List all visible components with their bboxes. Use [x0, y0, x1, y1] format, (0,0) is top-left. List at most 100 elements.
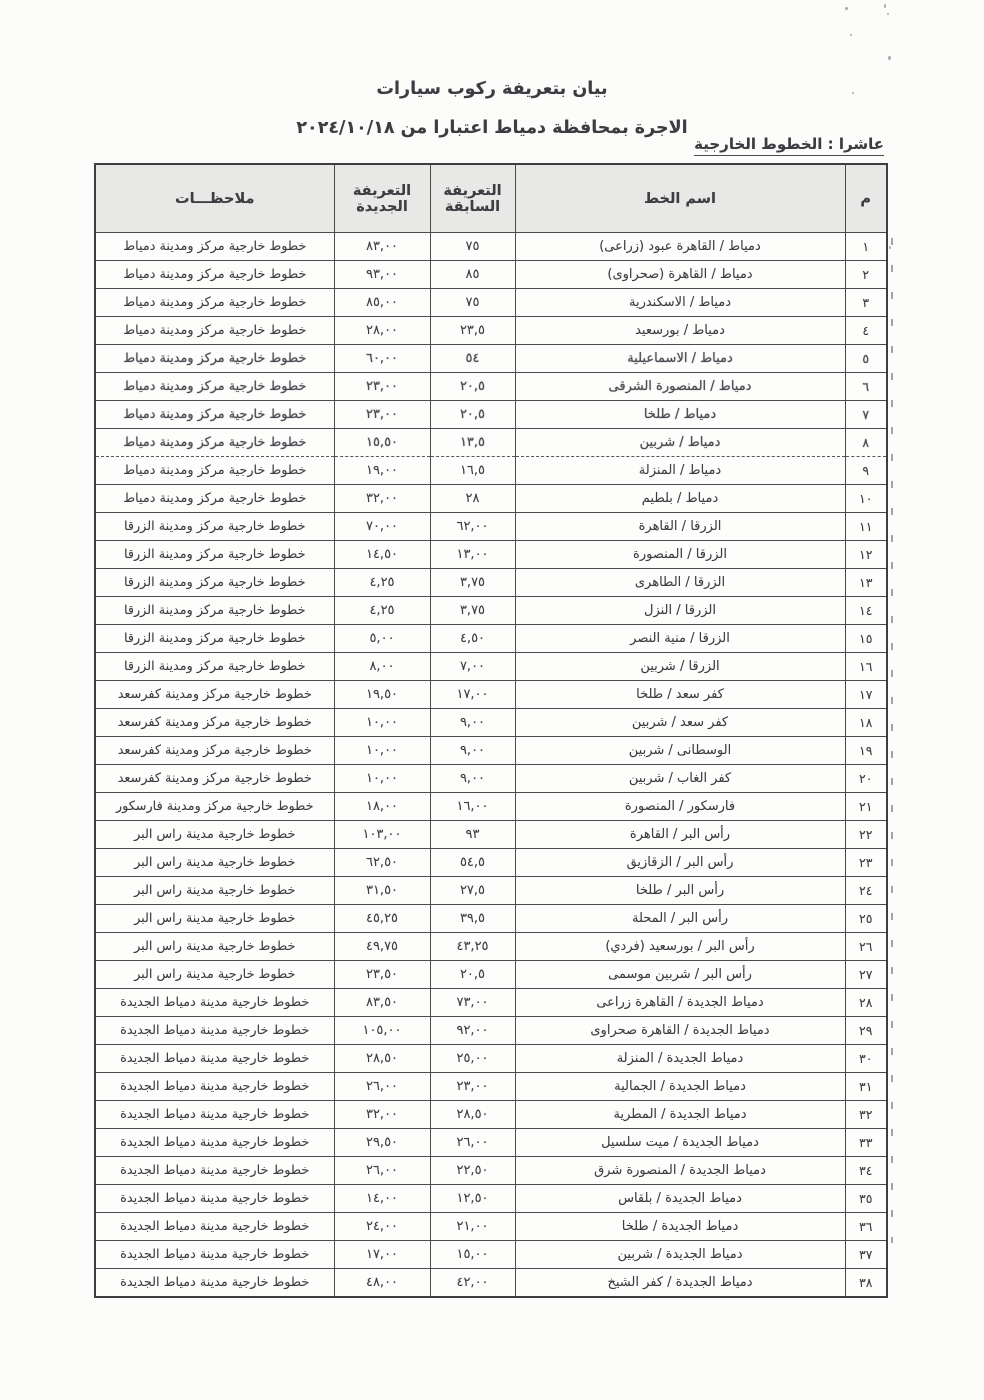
cell-new-tariff: ٩٣,٠٠	[333, 260, 431, 289]
cell-notes: خطوط خارجية مدينة دمياط الجديدة	[94, 1016, 335, 1045]
cell-notes: خطوط خارجية مركز ومدينة كفرسعد	[94, 708, 335, 737]
cell-notes: خطوط خارجية مركز ومدينة الزرقا	[94, 596, 335, 625]
cell-notes: خطوط خارجية مدينة دمياط الجديدة	[94, 1240, 335, 1269]
cell-row-number: ١٦	[844, 652, 888, 681]
cell-row-number: ٦	[844, 372, 888, 401]
cell-line-name: دمياط / القاهرة (صحراوى)	[514, 260, 846, 289]
cell-line-name: الوسطانى / شربين	[514, 736, 846, 765]
cell-line-name: رأس البر / المحلة	[514, 904, 846, 933]
cell-row-number: ٧	[844, 400, 888, 429]
cell-row-number: ١٤	[844, 596, 888, 625]
cell-line-name: دمياط الجديدة / القاهرة صحراوى	[514, 1016, 846, 1045]
cell-line-name: رأس البر / الزقازيق	[514, 848, 846, 877]
table-row: ١١ الزرقا / القاهرة ٦٢,٠٠ ٧٠,٠٠ خطوط خار…	[94, 512, 888, 541]
cell-row-number: ٢٧	[844, 960, 888, 989]
cell-new-tariff: ٨٥,٠٠	[333, 288, 431, 317]
scan-speck	[845, 7, 848, 10]
cell-row-number: ٣	[844, 288, 888, 317]
table-row: ٣٦ دمياط الجديدة / طلخا ٢١,٠٠ ٢٤,٠٠ خطوط…	[94, 1212, 888, 1241]
cell-new-tariff: ٨٣,٥٠	[333, 988, 431, 1017]
cell-new-tariff: ٧٠,٠٠	[333, 512, 431, 541]
cell-row-number: ٢٢	[844, 820, 888, 849]
cell-previous-tariff: ٢٣,٥	[429, 316, 516, 345]
cell-notes: خطوط خارجية مركز ومدينة الزرقا	[94, 512, 335, 541]
cell-previous-tariff: ٧,٠٠	[429, 652, 516, 681]
cell-line-name: دمياط الجديدة / طلخا	[514, 1212, 846, 1241]
cell-notes: خطوط خارجية مركز ومدينة دمياط	[94, 316, 335, 345]
cell-notes: خطوط خارجية مدينة راس البر	[94, 876, 335, 905]
table-row: ٢٠ كفر الغاب / شربين ٩,٠٠ ١٠,٠٠ خطوط خار…	[94, 764, 888, 793]
table-row: ١٢ الزرقا / المنصورة ١٣,٠٠ ١٤,٥٠ خطوط خا…	[94, 540, 888, 569]
cell-previous-tariff: ٤,٥٠	[429, 624, 516, 653]
cell-notes: خطوط خارجية مركز ومدينة دمياط	[94, 232, 335, 261]
scan-speck	[889, 246, 891, 249]
cell-line-name: دمياط الجديدة / شربين	[514, 1240, 846, 1269]
document-title: بيان بتعريفة ركوب سيارات الاجرة بمحافظة …	[0, 70, 984, 148]
cell-previous-tariff: ٩٢,٠٠	[429, 1016, 516, 1045]
cell-notes: خطوط خارجية مركز ومدينة دمياط	[94, 428, 335, 457]
col-header-new-tariff: التعريفة الجديدة	[333, 163, 431, 233]
cell-previous-tariff: ٦٢,٠٠	[429, 512, 516, 541]
cell-new-tariff: ١٠,٠٠	[333, 764, 431, 793]
cell-new-tariff: ٢٩,٥٠	[333, 1128, 431, 1157]
table-header-row: م اسم الخط التعريفة السابقة التعريفة الج…	[94, 163, 888, 233]
cell-row-number: ١٩	[844, 736, 888, 765]
scan-page-edge-artifact	[891, 238, 893, 1243]
cell-previous-tariff: ٧٥	[429, 232, 516, 261]
cell-notes: خطوط خارجية مركز ومدينة الزرقا	[94, 540, 335, 569]
cell-notes: خطوط خارجية مركز ومدينة دمياط	[94, 400, 335, 429]
cell-notes: خطوط خارجية مركز ومدينة فارسكور	[94, 792, 335, 821]
cell-row-number: ١٠	[844, 484, 888, 513]
cell-line-name: دمياط / شربين	[514, 428, 846, 457]
table-row: ١ دمياط / القاهرة عبود (زراعى) ٧٥ ٨٣,٠٠ …	[94, 232, 888, 261]
cell-new-tariff: ٦٠,٠٠	[333, 344, 431, 373]
cell-row-number: ٣٨	[844, 1268, 888, 1298]
cell-line-name: دمياط / المنصورة الشرقى	[514, 372, 846, 401]
cell-notes: خطوط خارجية مركز ومدينة كفرسعد	[94, 680, 335, 709]
cell-notes: خطوط خارجية مركز ومدينة دمياط	[94, 344, 335, 373]
cell-notes: خطوط خارجية مركز ومدينة دمياط	[94, 456, 335, 485]
table-row: ١٥ الزرقا / منية النصر ٤,٥٠ ٥,٠٠ خطوط خا…	[94, 624, 888, 653]
cell-line-name: دمياط / الاسكندرية	[514, 288, 846, 317]
cell-new-tariff: ٢٣,٥٠	[333, 960, 431, 989]
cell-previous-tariff: ٧٥	[429, 288, 516, 317]
cell-row-number: ١٨	[844, 708, 888, 737]
table-row: ٣٤ دمياط الجديدة / المنصورة شرق ٢٢,٥٠ ٢٦…	[94, 1156, 888, 1185]
table-row: ١٤ الزرقا / النزل ٣,٧٥ ٤,٢٥ خطوط خارجية …	[94, 596, 888, 625]
table-row: ٥ دمياط / الاسماعيلية ٥٤ ٦٠,٠٠ خطوط خارج…	[94, 344, 888, 373]
cell-new-tariff: ٤٩,٧٥	[333, 932, 431, 961]
cell-previous-tariff: ٢٨	[429, 484, 516, 513]
title-line-2: الاجرة بمحافظة دمياط اعتبارا من ٢٠٢٤/١٠/…	[296, 118, 688, 138]
cell-previous-tariff: ٩٣	[429, 820, 516, 849]
cell-row-number: ٢٨	[844, 988, 888, 1017]
cell-row-number: ٢	[844, 260, 888, 289]
cell-previous-tariff: ٢٢,٥٠	[429, 1156, 516, 1185]
cell-notes: خطوط خارجية مركز ومدينة دمياط	[94, 484, 335, 513]
cell-previous-tariff: ٧٣,٠٠	[429, 988, 516, 1017]
table-row: ٧ دمياط / طلخا ٢٠,٥ ٢٣,٠٠ خطوط خارجية مر…	[94, 400, 888, 429]
cell-notes: خطوط خارجية مدينة دمياط الجديدة	[94, 1072, 335, 1101]
cell-previous-tariff: ٢٨,٥٠	[429, 1100, 516, 1129]
table-row: ٤ دمياط / بورسعيد ٢٣,٥ ٢٨,٠٠ خطوط خارجية…	[94, 316, 888, 345]
cell-notes: خطوط خارجية مركز ومدينة الزرقا	[94, 624, 335, 653]
cell-notes: خطوط خارجية مدينة دمياط الجديدة	[94, 1100, 335, 1129]
cell-line-name: دمياط / طلخا	[514, 400, 846, 429]
col-header-index: م	[844, 163, 888, 233]
cell-new-tariff: ١٧,٠٠	[333, 1240, 431, 1269]
cell-previous-tariff: ٢٠,٥	[429, 960, 516, 989]
cell-new-tariff: ١٩,٠٠	[333, 456, 431, 485]
cell-notes: خطوط خارجية مدينة دمياط الجديدة	[94, 1212, 335, 1241]
title-line-1: بيان بتعريفة ركوب سيارات	[376, 79, 608, 99]
cell-line-name: رأس البر / القاهرة	[514, 820, 846, 849]
cell-notes: خطوط خارجية مدينة دمياط الجديدة	[94, 1184, 335, 1213]
cell-row-number: ٣٢	[844, 1100, 888, 1129]
cell-notes: خطوط خارجية مدينة دمياط الجديدة	[94, 1128, 335, 1157]
cell-new-tariff: ١٨,٠٠	[333, 792, 431, 821]
cell-row-number: ٢٩	[844, 1016, 888, 1045]
table-row: ١٧ كفر سعد / طلخا ١٧,٠٠ ١٩,٥٠ خطوط خارجي…	[94, 680, 888, 709]
section-heading: عاشرا : الخطوط الخارجية	[694, 135, 884, 156]
table-row: ٩ دمياط / المنزلة ١٦,٥ ١٩,٠٠ خطوط خارجية…	[94, 456, 888, 485]
table-row: ١٠ دمياط / بلطيم ٢٨ ٣٢,٠٠ خطوط خارجية مر…	[94, 484, 888, 513]
cell-previous-tariff: ١٣,٥	[429, 428, 516, 457]
cell-previous-tariff: ٩,٠٠	[429, 764, 516, 793]
